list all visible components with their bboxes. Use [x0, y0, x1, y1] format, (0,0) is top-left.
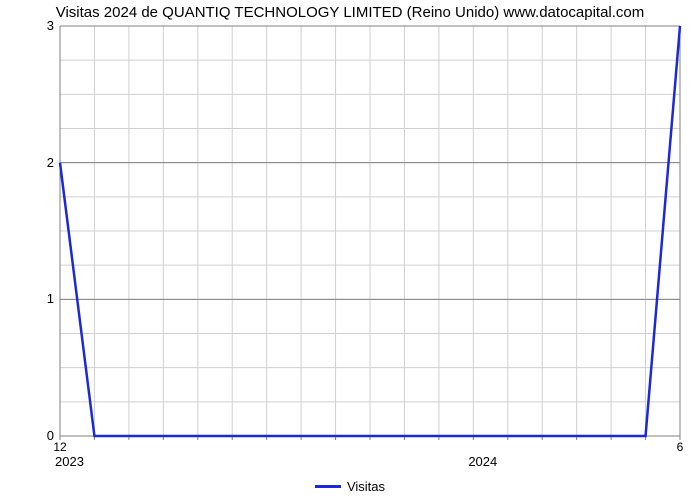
x-tick-label: 6 [670, 440, 690, 454]
x-year-label: 2023 [55, 454, 115, 469]
chart-title: Visitas 2024 de QUANTIQ TECHNOLOGY LIMIT… [0, 4, 700, 21]
y-tick-label: 1 [24, 291, 54, 306]
chart-svg [60, 26, 680, 436]
legend-label: Visitas [347, 479, 385, 494]
legend-swatch [315, 485, 341, 488]
x-year-label: 2024 [468, 454, 528, 469]
plot-area [60, 26, 680, 436]
y-tick-label: 3 [24, 18, 54, 33]
x-tick-label: 12 [50, 440, 70, 454]
chart-container: Visitas 2024 de QUANTIQ TECHNOLOGY LIMIT… [0, 0, 700, 500]
y-tick-label: 2 [24, 155, 54, 170]
legend: Visitas [0, 479, 700, 494]
